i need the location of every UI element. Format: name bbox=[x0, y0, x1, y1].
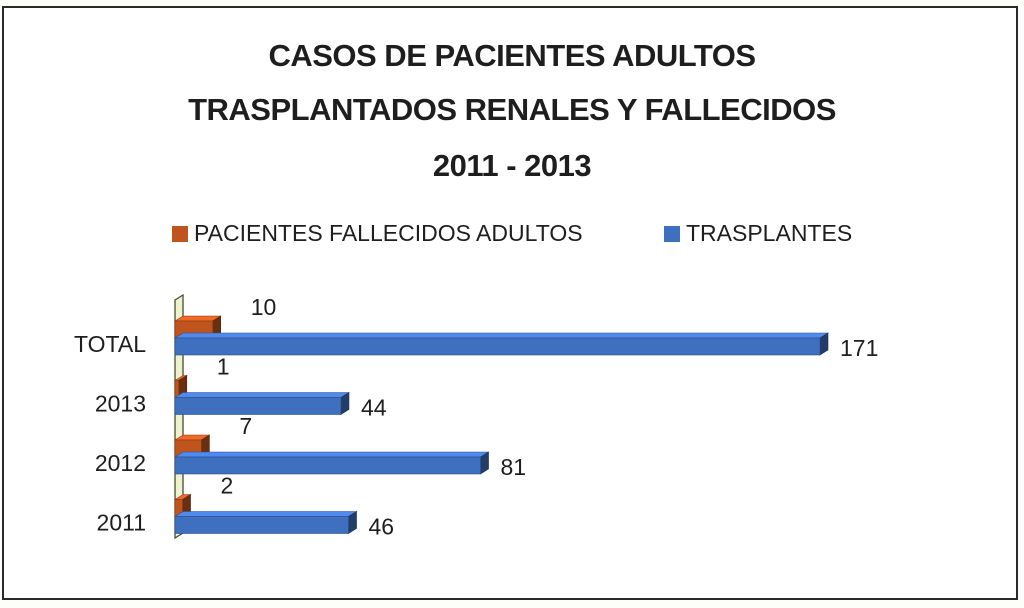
bar-trasplantes-2013-top bbox=[173, 392, 351, 398]
tick-label-2011: 2011 bbox=[97, 510, 146, 536]
bar-trasplantes-2012 bbox=[174, 456, 481, 475]
chart-frame bbox=[2, 6, 1018, 600]
bar-trasplantes-2011-top bbox=[173, 511, 358, 517]
tick-label-2013: 2013 bbox=[95, 391, 146, 417]
data-label-fallecidos-total: 10 bbox=[251, 294, 277, 320]
legend-label-fallecidos: PACIENTES FALLECIDOS ADULTOS bbox=[194, 220, 583, 246]
tick-label-total: TOTAL bbox=[74, 331, 146, 357]
chart-legend: PACIENTES FALLECIDOS ADULTOS TRASPLANTES bbox=[0, 220, 1024, 252]
legend-swatch-fallecidos bbox=[172, 225, 188, 242]
legend-swatch-trasplantes bbox=[664, 225, 680, 242]
legend-label-trasplantes: TRASPLANTES bbox=[686, 220, 853, 246]
bar-trasplantes-2013 bbox=[174, 397, 342, 415]
data-label-trasplantes-2012: 81 bbox=[501, 454, 527, 480]
data-label-trasplantes-2011: 46 bbox=[369, 514, 395, 540]
bar-trasplantes-2012-top bbox=[173, 451, 490, 458]
bar-trasplantes-total bbox=[174, 337, 821, 356]
chart-title-line-2: TRASPLANTADOS RENALES Y FALLECIDOS bbox=[188, 92, 836, 127]
chart-title-line-1: CASOS DE PACIENTES ADULTOS bbox=[268, 38, 756, 73]
tick-label-2012: 2012 bbox=[95, 450, 146, 476]
chart-title-line-3: 2011 - 2013 bbox=[432, 148, 592, 183]
bar-fallecidos-2013 bbox=[174, 380, 180, 398]
legend-item-trasplantes: TRASPLANTES bbox=[664, 220, 852, 247]
data-label-fallecidos-2012: 7 bbox=[239, 413, 252, 439]
data-label-fallecidos-2013: 1 bbox=[217, 354, 230, 380]
bar-trasplantes-2011 bbox=[174, 516, 349, 534]
data-label-trasplantes-2013: 44 bbox=[361, 395, 387, 421]
legend-item-fallecidos: PACIENTES FALLECIDOS ADULTOS bbox=[172, 220, 583, 247]
data-label-fallecidos-2011: 2 bbox=[221, 473, 234, 499]
bar-trasplantes-total-top bbox=[173, 332, 830, 339]
data-label-trasplantes-total: 171 bbox=[840, 335, 878, 361]
